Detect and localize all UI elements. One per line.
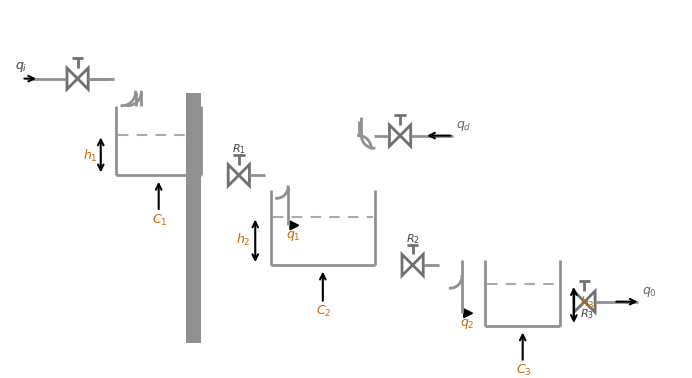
Text: $q_0$: $q_0$ — [642, 285, 657, 299]
Text: $h_3$: $h_3$ — [580, 294, 594, 311]
Text: $C_3$: $C_3$ — [516, 363, 531, 378]
Text: $q_d$: $q_d$ — [456, 119, 471, 133]
Text: $q_i$: $q_i$ — [15, 60, 27, 74]
Text: $C_1$: $C_1$ — [152, 212, 167, 228]
Text: $h_1$: $h_1$ — [83, 148, 98, 164]
Text: $q_1$: $q_1$ — [286, 229, 301, 243]
Polygon shape — [290, 221, 299, 230]
Text: $h_2$: $h_2$ — [236, 232, 251, 248]
Text: $R_3$: $R_3$ — [580, 307, 594, 321]
Polygon shape — [464, 309, 473, 318]
Text: $R_2$: $R_2$ — [406, 232, 420, 246]
Text: $q_i$: $q_i$ — [15, 60, 27, 74]
Text: $R_1$: $R_1$ — [232, 142, 246, 156]
Text: $C_2$: $C_2$ — [316, 304, 331, 319]
Text: $q_2$: $q_2$ — [460, 317, 475, 331]
